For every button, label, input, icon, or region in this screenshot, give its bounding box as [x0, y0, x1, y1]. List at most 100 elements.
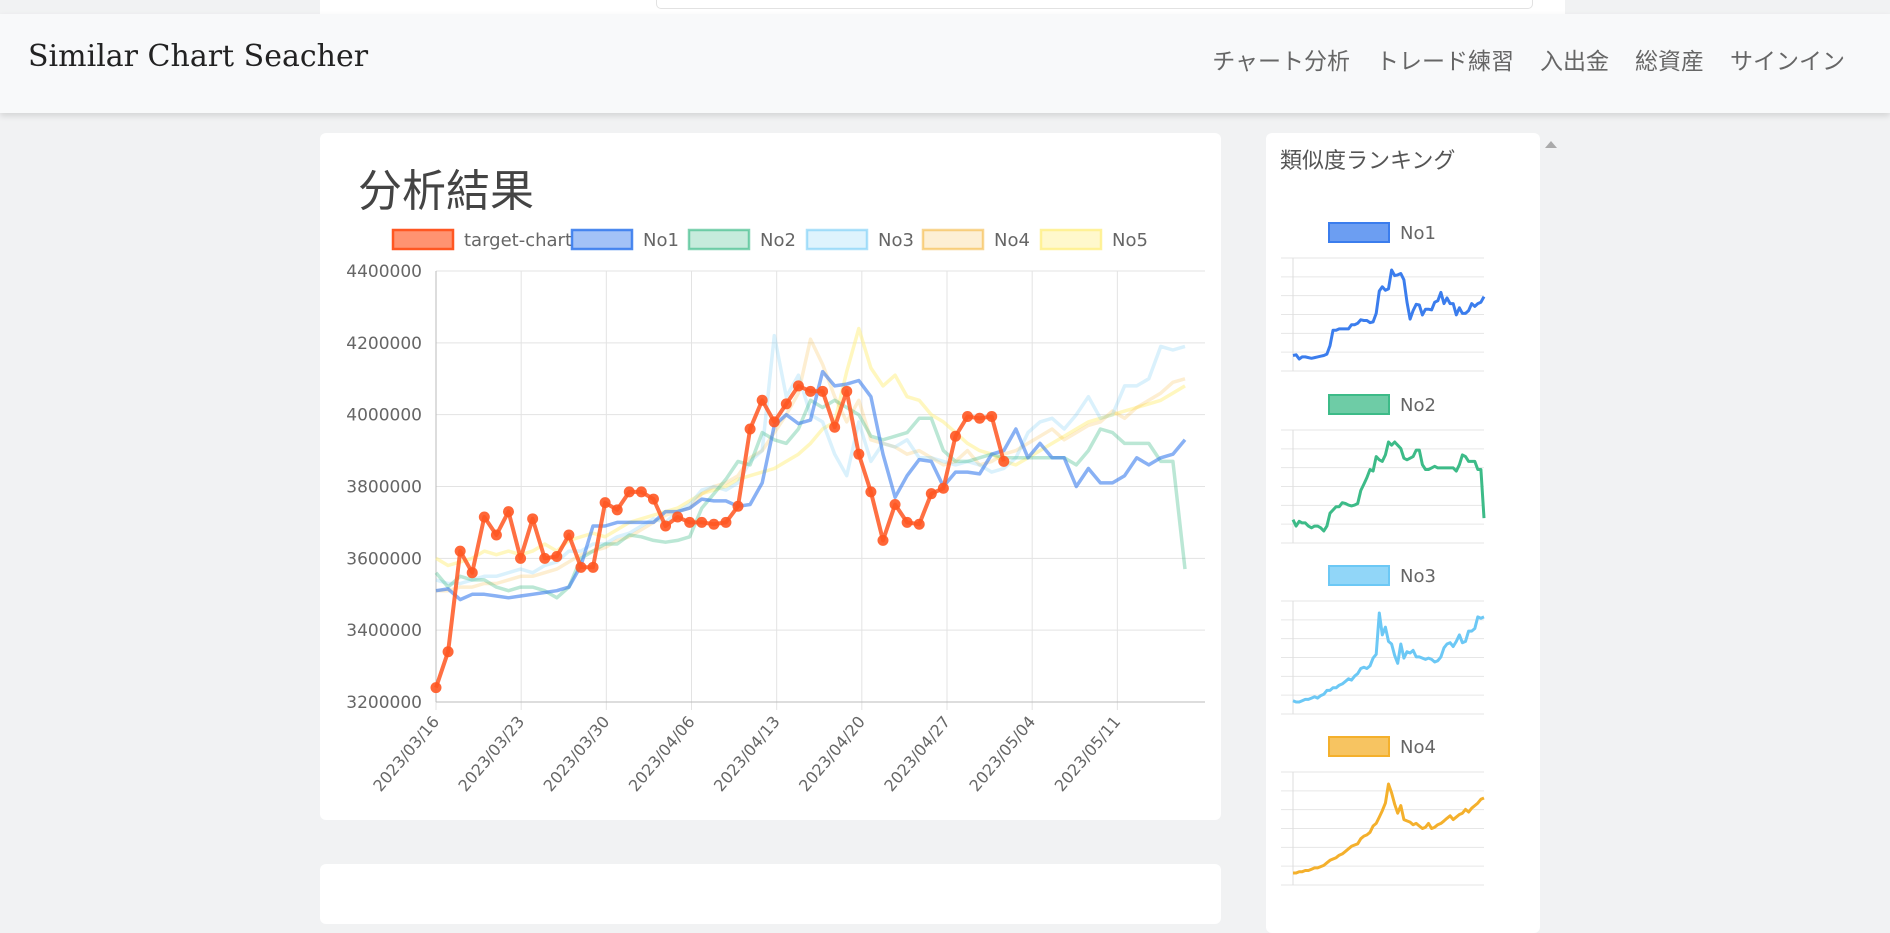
mini-legend-label[interactable]: No2 [1400, 395, 1436, 416]
data-point[interactable] [829, 421, 841, 433]
mini-series-line [1291, 440, 1486, 533]
mini-legend-swatch[interactable] [1328, 394, 1390, 415]
series-line-no5 [435, 326, 1186, 568]
x-tick-label: 2023/03/30 [540, 712, 614, 795]
data-point[interactable] [853, 448, 865, 460]
x-tick-label: 2023/04/20 [795, 712, 869, 795]
data-point[interactable] [780, 398, 792, 410]
ranking-chart-no4: No4 [1281, 736, 1485, 886]
mini-series-line [1292, 268, 1486, 361]
data-point[interactable] [672, 511, 684, 523]
legend-swatch[interactable] [1039, 228, 1103, 251]
legend-label[interactable]: No1 [643, 230, 679, 251]
data-point[interactable] [962, 410, 974, 422]
data-point[interactable] [732, 500, 744, 512]
data-point[interactable] [647, 493, 659, 505]
data-point[interactable] [865, 486, 877, 498]
data-point[interactable] [478, 511, 490, 523]
data-point[interactable] [949, 430, 961, 442]
data-point[interactable] [660, 520, 672, 532]
nav-menu: チャート分析 トレード練習 入出金 総資産 サインイン [1212, 42, 1845, 76]
legend-label[interactable]: No5 [1112, 230, 1148, 251]
x-tick-label: 2023/04/27 [880, 712, 954, 795]
data-point[interactable] [575, 561, 587, 573]
legend-swatch[interactable] [687, 228, 751, 251]
data-point[interactable] [490, 529, 502, 541]
series-line-no1 [435, 369, 1187, 602]
data-point[interactable] [708, 518, 720, 530]
legend-swatch[interactable] [921, 228, 985, 251]
data-point[interactable] [889, 498, 901, 510]
data-point[interactable] [841, 385, 853, 397]
legend-label[interactable]: target-chart [464, 230, 572, 251]
data-point[interactable] [551, 551, 563, 563]
legend-swatch[interactable] [391, 228, 455, 251]
data-point[interactable] [974, 412, 986, 424]
main-line-chart: 3200000 3400000 3600000 3800000 4000000 42000… [346, 228, 1205, 795]
mini-legend-label[interactable]: No3 [1400, 566, 1436, 587]
x-tick-label: 2023/05/04 [965, 712, 1039, 795]
ranking-chart-no3: No3 [1281, 565, 1485, 715]
y-tick-label: 4000000 [346, 406, 422, 426]
scroll-up-arrow-icon[interactable] [1545, 141, 1557, 148]
y-tick-label: 3600000 [346, 549, 422, 569]
data-point[interactable] [466, 567, 478, 579]
data-point[interactable] [599, 497, 611, 509]
y-tick-label: 4200000 [346, 334, 422, 354]
data-point[interactable] [817, 385, 829, 397]
data-point[interactable] [587, 561, 599, 573]
y-tick-label: 3800000 [346, 478, 422, 498]
data-point[interactable] [925, 488, 937, 500]
data-point[interactable] [744, 423, 756, 435]
mini-legend-swatch[interactable] [1328, 736, 1390, 757]
legend-swatch[interactable] [570, 228, 634, 251]
top-strip [320, 0, 1565, 14]
y-tick-label: 4400000 [346, 262, 422, 282]
data-point[interactable] [768, 416, 780, 428]
data-point[interactable] [805, 385, 816, 397]
legend-label[interactable]: No3 [878, 230, 914, 251]
data-point[interactable] [998, 455, 1010, 467]
data-point[interactable] [539, 552, 551, 564]
legend-swatch[interactable] [805, 228, 869, 251]
mini-legend-swatch[interactable] [1328, 222, 1390, 243]
data-point[interactable] [877, 534, 889, 546]
nav-total-assets[interactable]: 総資産 [1635, 49, 1704, 75]
brand-title[interactable]: Similar Chart Seacher [28, 39, 369, 74]
data-point[interactable] [527, 513, 539, 525]
x-tick-label: 2023/03/23 [454, 712, 528, 795]
data-point[interactable] [635, 486, 647, 498]
mini-series-line [1293, 782, 1485, 875]
nav-trade-practice[interactable]: トレード練習 [1376, 49, 1514, 75]
data-point[interactable] [623, 486, 635, 498]
mini-legend-swatch[interactable] [1328, 565, 1390, 586]
legend-label[interactable]: No2 [760, 230, 796, 251]
data-point[interactable] [611, 504, 623, 516]
y-tick-label: 3400000 [346, 621, 422, 641]
data-point[interactable] [442, 646, 454, 658]
data-point[interactable] [913, 518, 925, 530]
mini-legend-label[interactable]: No1 [1400, 223, 1436, 244]
data-point[interactable] [515, 552, 527, 564]
data-point[interactable] [937, 482, 949, 494]
data-point[interactable] [756, 394, 768, 406]
nav-deposit-withdraw[interactable]: 入出金 [1540, 49, 1609, 75]
data-point[interactable] [792, 380, 804, 392]
data-point[interactable] [502, 506, 514, 518]
top-input-edge[interactable] [656, 0, 1533, 9]
nav-sign-in[interactable]: サインイン [1730, 49, 1845, 75]
data-point[interactable] [901, 516, 913, 528]
series-line-no4 [436, 337, 1186, 593]
mini-legend-label[interactable]: No4 [1400, 737, 1436, 758]
data-point[interactable] [563, 529, 575, 541]
data-point[interactable] [430, 682, 442, 694]
data-point[interactable] [720, 516, 732, 528]
nav-chart-analysis[interactable]: チャート分析 [1212, 49, 1350, 75]
data-point[interactable] [696, 516, 708, 528]
y-tick-label: 3200000 [346, 693, 422, 713]
x-tick-label: 2023/04/13 [710, 712, 784, 795]
legend-label[interactable]: No4 [994, 230, 1030, 251]
data-point[interactable] [454, 545, 466, 557]
data-point[interactable] [986, 410, 998, 422]
data-point[interactable] [684, 516, 696, 528]
